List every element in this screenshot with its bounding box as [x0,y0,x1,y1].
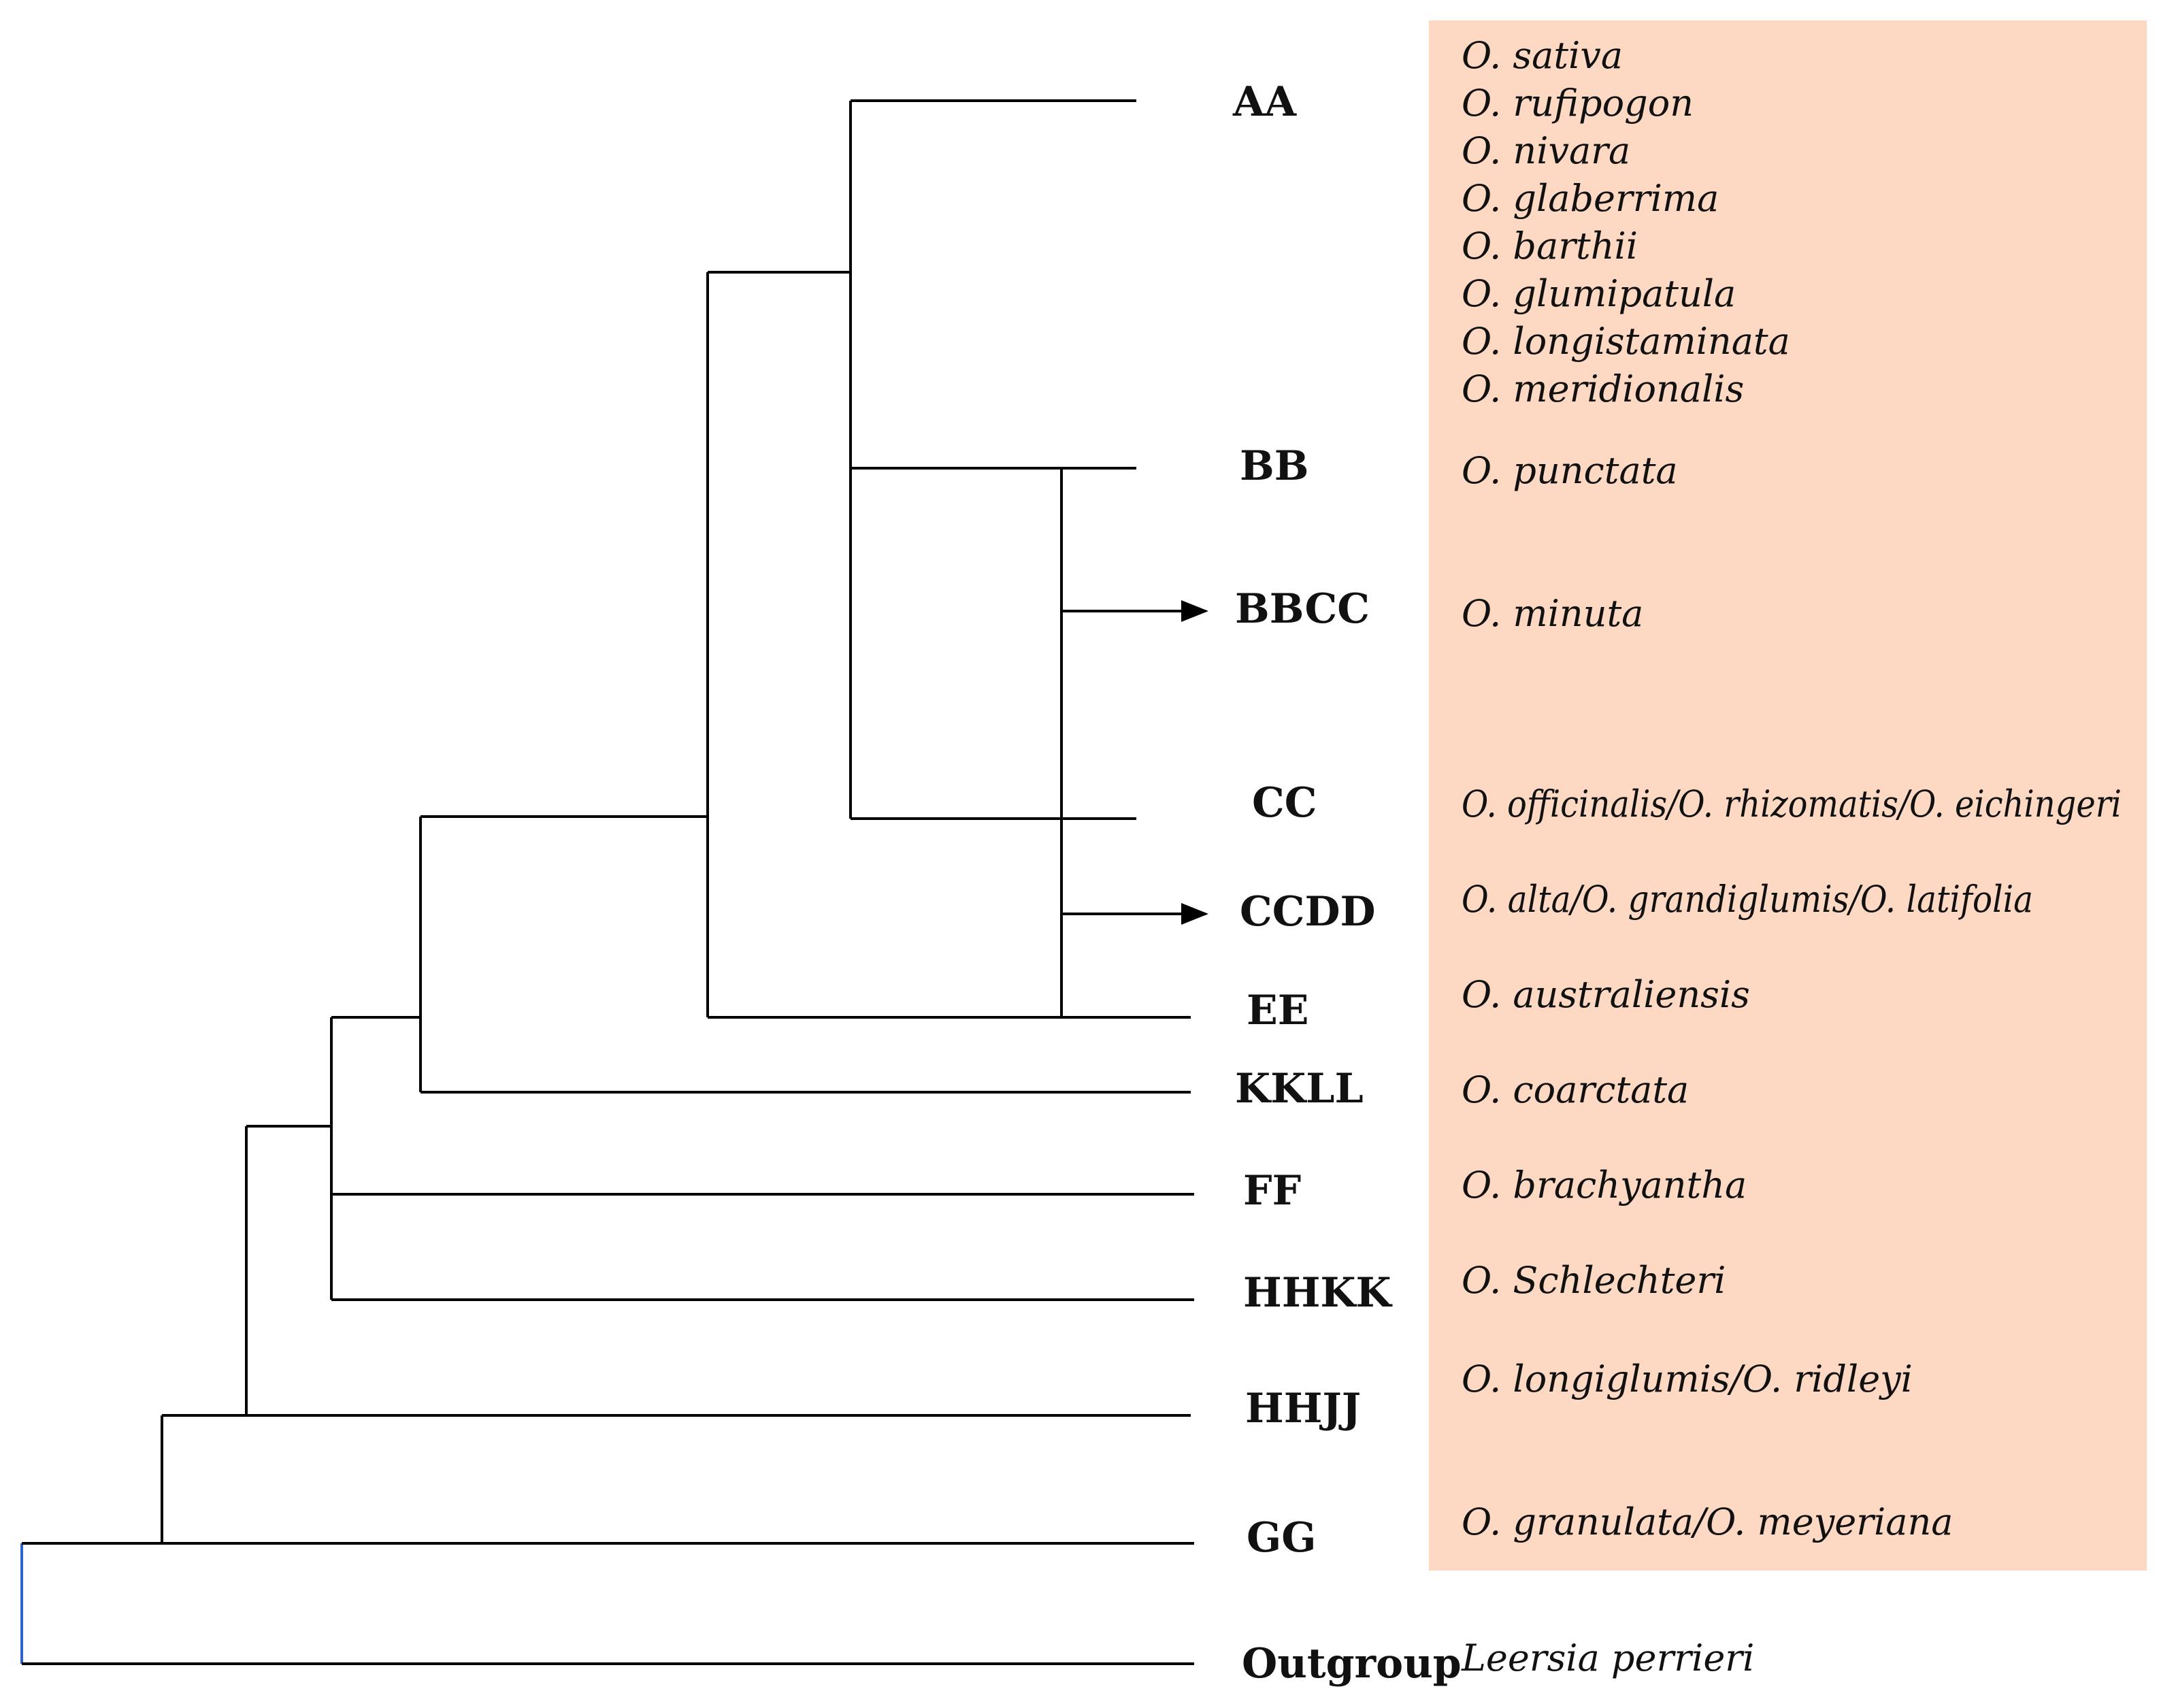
species-aa-5: O. barthii [1462,225,1638,267]
species-cc: O. officinalis/O. rhizomatis/O. eichinge… [1462,783,2122,825]
species-panel [1429,20,2147,1571]
species-ee: O. australiensis [1462,973,1750,1016]
genome-label-aa: AA [1232,78,1298,126]
genome-label-ccdd: CCDD [1240,888,1376,936]
genome-label-ff: FF [1243,1167,1301,1215]
branch-node-bbcc-ccdd-ee [1060,468,1191,1019]
species-ccdd: O. alta/O. grandiglumis/O. latifolia [1462,878,2033,921]
species-bb: O. punctata [1462,449,1678,492]
species-kkll: O. coarctata [1462,1068,1689,1111]
genome-labels: AA BB BBCC CC CCDD EE KKLL FF HHKK HHJJ … [1232,78,1462,1688]
branch-node-hhjj [245,1125,331,1415]
genome-label-hhkk: HHKK [1243,1269,1393,1317]
genome-label-bb: BB [1240,442,1308,490]
branch-node-ff-hhkk [330,1016,1194,1301]
tree-branches [20,99,1208,1665]
species-names: O. sativa O. rufipogon O. nivara O. glab… [1461,34,2122,1679]
genome-label-bbcc: BBCC [1235,585,1370,633]
genome-label-hhjj: HHJJ [1245,1385,1361,1432]
species-bbcc: O. minuta [1462,592,1643,635]
branch-node-aa [849,99,1136,820]
species-hhkk: O. Schlechteri [1462,1259,1726,1302]
species-ff: O. brachyantha [1462,1164,1747,1206]
species-aa-3: O. nivara [1462,129,1630,172]
species-aa-6: O. glumipatula [1462,272,1736,315]
branch-node-kkll [419,815,1191,1094]
species-aa-7: O. longistaminata [1462,320,1790,363]
species-aa-8: O. meridionalis [1462,367,1744,410]
branch-node-gg [161,1414,1191,1543]
branch-root-split [22,1542,1194,1665]
genome-label-gg: GG [1247,1514,1316,1562]
branch-node-aa-bc-e [706,271,1061,1019]
species-aa-4: O. glaberrima [1462,177,1719,220]
species-gg: O. granulata/O. meyeriana [1462,1500,1953,1543]
genome-label-outgroup: Outgroup [1242,1640,1462,1688]
genome-label-ee: EE [1247,987,1308,1034]
genome-label-cc: CC [1252,779,1317,827]
species-outgroup: Leersia perrieri [1461,1637,1754,1679]
species-aa-1: O. sativa [1462,34,1623,77]
species-aa-2: O. rufipogon [1462,82,1694,125]
genome-label-kkll: KKLL [1235,1065,1364,1113]
species-hhjj: O. longiglumis/O. ridleyi [1462,1358,1913,1400]
